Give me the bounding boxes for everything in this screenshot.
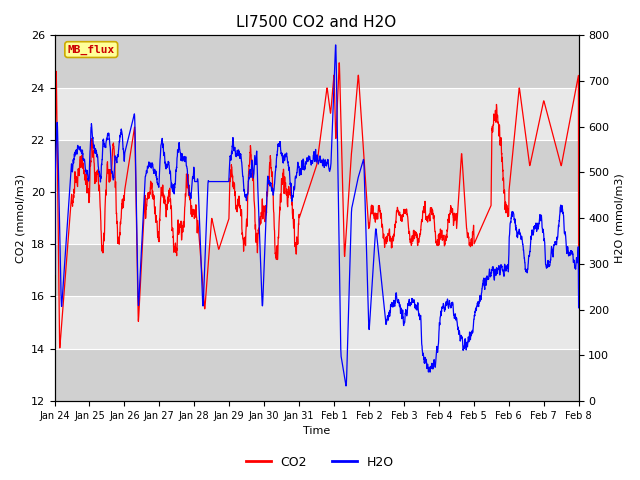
Bar <box>54 348 579 401</box>
Bar <box>54 140 579 192</box>
X-axis label: Time: Time <box>303 426 330 436</box>
Text: MB_flux: MB_flux <box>68 45 115 55</box>
Y-axis label: H2O (mmol/m3): H2O (mmol/m3) <box>615 173 625 263</box>
Legend: CO2, H2O: CO2, H2O <box>241 451 399 474</box>
Y-axis label: CO2 (mmol/m3): CO2 (mmol/m3) <box>15 174 25 263</box>
Title: LI7500 CO2 and H2O: LI7500 CO2 and H2O <box>236 15 397 30</box>
Bar <box>54 244 579 297</box>
Bar <box>54 36 579 87</box>
